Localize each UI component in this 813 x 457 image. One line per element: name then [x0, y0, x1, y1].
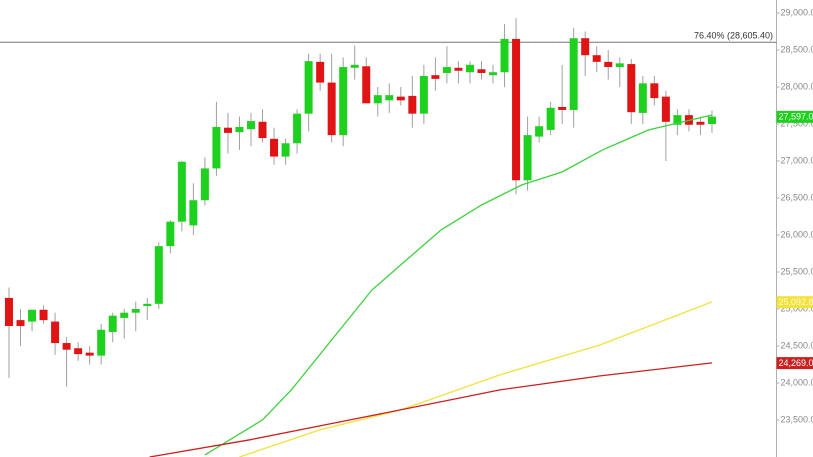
candle-body [350, 64, 359, 68]
candle-body [74, 348, 83, 355]
candle-body [373, 95, 382, 104]
y-tick-label: 29,000.00 [781, 7, 813, 17]
candle-body [223, 127, 232, 133]
candle-body [51, 321, 60, 344]
price-tag [776, 296, 813, 309]
price-tag-label: 27,597.06 [779, 112, 813, 122]
candle-body [235, 126, 244, 133]
candle-body [512, 38, 521, 181]
y-tick-label: 24,500.00 [781, 340, 813, 350]
candle-body [569, 38, 578, 110]
fib-level-label: 76.40% (28,605.40) [694, 31, 773, 41]
candle-body [581, 38, 590, 56]
candle-body [143, 303, 152, 307]
candle-body [108, 315, 117, 332]
candle-body [166, 221, 175, 247]
candle-body [97, 329, 106, 356]
candle-body [270, 138, 279, 157]
candle-body [465, 64, 474, 73]
candle-body [339, 67, 348, 136]
candle-body [661, 96, 670, 122]
candle-body [246, 121, 255, 130]
candle-body [500, 38, 509, 73]
candle-body [154, 246, 163, 304]
candle-body [477, 69, 486, 73]
candle-body [177, 161, 186, 222]
price-tag-label: 24,269.00 [779, 358, 813, 368]
candle-body [362, 66, 371, 104]
candle-body [304, 61, 313, 114]
candle-body [615, 63, 624, 68]
y-tick-label: 27,500.00 [781, 118, 813, 128]
candle-body [39, 309, 48, 321]
candle-body [385, 95, 394, 101]
candle-body [558, 106, 567, 110]
candle-body [62, 343, 71, 350]
candle-body [16, 320, 25, 327]
candle-body [4, 297, 13, 327]
price-tag [776, 110, 813, 123]
candle-body [707, 116, 716, 125]
y-tick-label: 27,000.00 [781, 155, 813, 165]
candle-body [454, 67, 463, 71]
candle-body [592, 55, 601, 62]
candle-body [85, 352, 94, 356]
y-tick-label: 25,000.00 [781, 303, 813, 313]
candle-body [650, 83, 659, 99]
y-tick-label: 26,500.00 [781, 192, 813, 202]
candle-body [673, 115, 682, 125]
candle-body [189, 200, 198, 226]
price-tag-label: 25,092.86 [779, 297, 813, 307]
candle-body [523, 135, 532, 181]
candle-body [131, 309, 140, 313]
y-tick-label: 26,000.00 [781, 229, 813, 239]
candle-body [281, 143, 290, 157]
candle-body [627, 64, 636, 113]
y-tick-label: 23,500.00 [781, 414, 813, 424]
candle-body [212, 126, 221, 169]
moving-average-line [239, 301, 713, 457]
candle-body [604, 61, 613, 68]
candle-body [200, 168, 209, 201]
candle-body [293, 113, 302, 144]
moving-average-line [204, 114, 713, 456]
candle-body [28, 309, 37, 322]
candle-body [419, 75, 428, 114]
moving-average-line [149, 362, 713, 457]
candle-body [408, 95, 417, 114]
candle-body [258, 121, 267, 139]
candle-body [327, 82, 336, 136]
y-tick-label: 25,500.00 [781, 266, 813, 276]
y-tick-label: 28,000.00 [781, 81, 813, 91]
candle-body [489, 72, 498, 76]
candle-body [442, 67, 451, 73]
y-tick-label: 24,000.00 [781, 377, 813, 387]
candle-body [638, 83, 647, 113]
candle-body [431, 75, 440, 79]
price-tag [776, 357, 813, 370]
candle-body [535, 126, 544, 137]
y-tick-label: 28,500.00 [781, 44, 813, 54]
candle-body [316, 61, 325, 83]
candle-body [696, 121, 705, 125]
candle-body [396, 96, 405, 101]
candle-body [546, 107, 555, 130]
candle-body [120, 312, 129, 318]
